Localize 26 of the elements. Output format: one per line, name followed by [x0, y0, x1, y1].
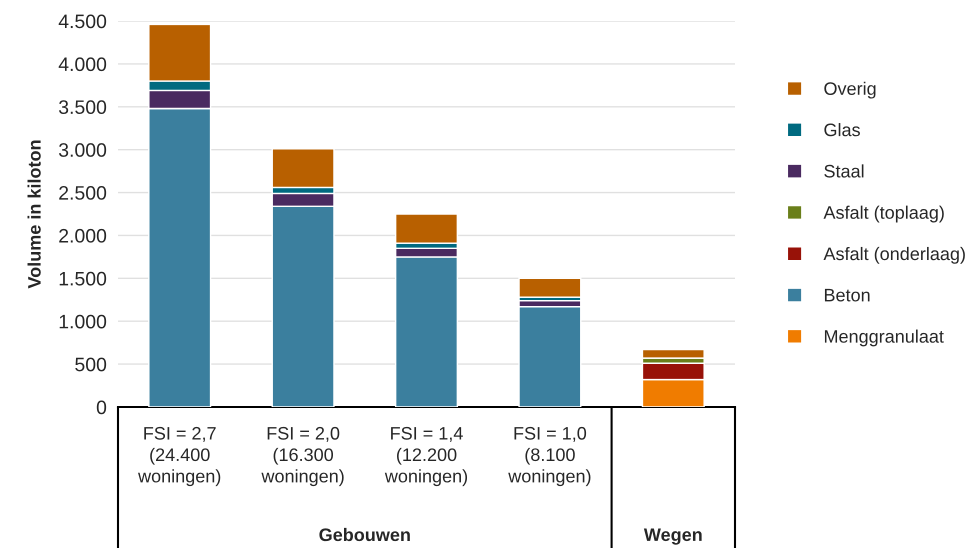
y-tick-label: 2.500	[59, 186, 106, 200]
x-tick-label: FSI = 2,7 (24.400 woningen)	[138, 426, 220, 486]
legend-label: Glas	[824, 123, 860, 136]
legend-label: Menggranulaat	[824, 330, 944, 346]
legend-label: Staal	[824, 164, 864, 178]
y-tick-label: 0	[96, 400, 106, 414]
y-tick-label: 4.500	[58, 14, 106, 28]
x-tick-label: FSI = 1,0 (8.100 woningen)	[508, 426, 590, 486]
x-tick-label: FSI = 2,0 (16.300 woningen)	[261, 426, 344, 486]
y-tick-label: 500	[75, 358, 106, 372]
text: Gebouwen	[319, 528, 410, 542]
y-axis-title: Volume in kiloton	[28, 140, 41, 288]
legend-label: Asfalt (onderlaag)	[824, 246, 965, 264]
legend-label: Overig	[824, 82, 876, 99]
y-tick-label: 1.500	[60, 272, 106, 286]
y-tick-label: 3.500	[58, 100, 106, 114]
legend-label: Asfalt (toplaag)	[824, 206, 944, 222]
y-tick-label: 1.000	[60, 314, 106, 328]
bar	[518, 306, 582, 407]
x-tick-label: FSI = 1,4 (12.200 woningen)	[384, 426, 468, 486]
y-tick-label: 2.000	[59, 228, 106, 243]
y-tick-label: 4.000	[58, 57, 106, 72]
legend-label: Beton	[824, 288, 870, 302]
text: Wegen	[644, 528, 702, 545]
y-tick-label: 3.000	[58, 143, 106, 157]
bar	[518, 278, 582, 298]
